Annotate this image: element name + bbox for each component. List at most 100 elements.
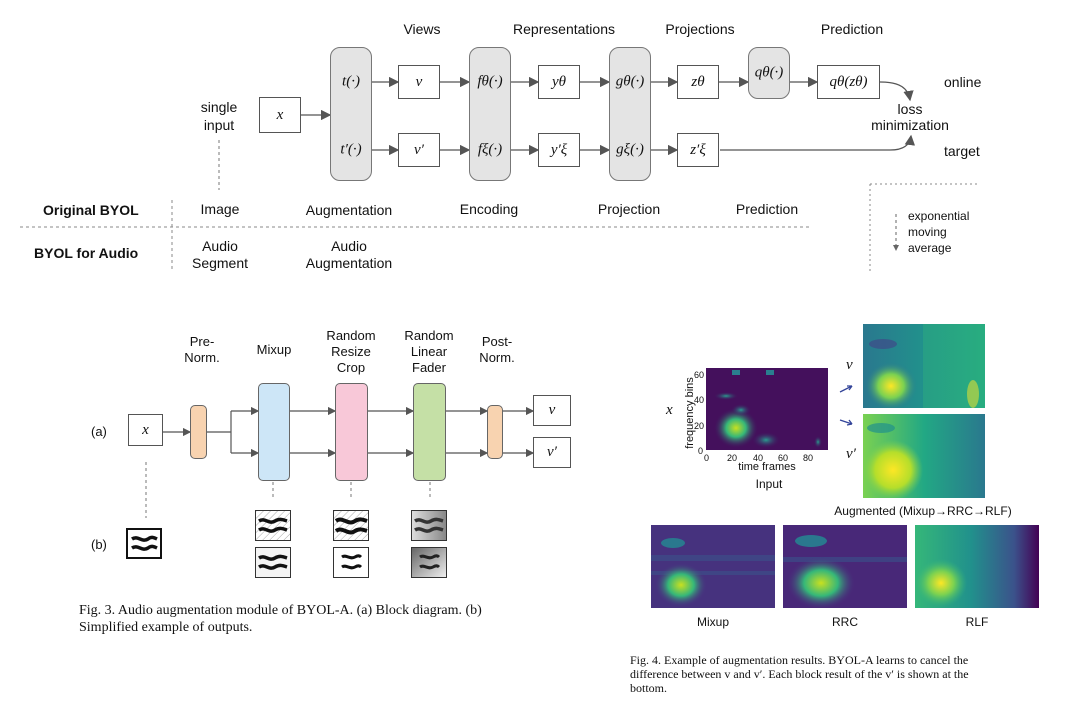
bottom-label-rrc: RRC — [832, 615, 858, 629]
rlf-label-1: Random — [404, 328, 454, 343]
view-v-prime-box: v′ — [398, 133, 440, 167]
loss-label-1: loss — [897, 101, 923, 117]
projector-pill — [609, 47, 651, 181]
mixup-spectrogram-art — [651, 525, 775, 608]
fig3-v-label: v — [548, 402, 556, 418]
b-rrc-thumb-1 — [333, 510, 369, 541]
header-views: Views — [403, 21, 441, 37]
fig3-v-prime-label: v′ — [547, 444, 557, 460]
view-v-box: v — [398, 65, 440, 99]
fig4-caption: Fig. 4. Example of augmentation results.… — [630, 653, 1065, 695]
prediction-box: qθ(zθ) — [817, 65, 880, 99]
fig3-v-prime-box: v′ — [533, 437, 571, 468]
input-x-box: x — [259, 97, 301, 133]
f-online: fθ(·) — [477, 73, 503, 90]
rlf-label-2: Linear — [410, 344, 448, 359]
b-rrc-thumb-2 — [333, 547, 369, 578]
b-input-waves — [131, 535, 158, 551]
predictor-pill — [748, 47, 790, 99]
header-prediction: Prediction — [820, 21, 884, 37]
fig3-x-label: x — [142, 421, 149, 438]
augmented-v-spectrogram — [863, 324, 985, 408]
label-a: (a) — [91, 424, 107, 439]
rrc-spectrogram-art — [783, 525, 907, 608]
rrc-label-2: Resize — [331, 344, 371, 359]
b-rrc-waves-2 — [334, 548, 368, 577]
y-target-label: y′ξ — [550, 141, 568, 158]
xtick-0: 0 — [704, 453, 710, 463]
fig3-caption-line-2: Simplified example of outputs. — [79, 620, 253, 635]
rlf-label-3: Fader — [412, 360, 446, 375]
prediction-label: qθ(zθ) — [829, 73, 868, 90]
ytick-20: 20 — [694, 421, 705, 431]
b-mixup-thumb-2 — [255, 547, 291, 578]
ytick-60: 60 — [694, 370, 705, 380]
augmented-v-prime-spectrogram-art — [863, 414, 985, 498]
row-original-encoding: Encoding — [459, 201, 519, 217]
fig4-xlabel: time frames — [738, 461, 796, 473]
fig3-connectors — [145, 406, 535, 518]
mixup-spectrogram — [651, 525, 775, 608]
y-target-box: y′ξ — [538, 133, 580, 167]
b-mixup-waves-2 — [256, 548, 290, 577]
g-target: gξ(·) — [616, 141, 644, 158]
input-spectrogram — [706, 368, 828, 450]
row-audio-segment-1: Audio — [202, 238, 238, 254]
fig3-x-box: x — [128, 414, 163, 446]
pre-norm-label-2: Norm. — [184, 350, 220, 365]
b-rlf-thumb-2 — [411, 547, 447, 578]
ytick-40: 40 — [694, 395, 705, 405]
row-audio-name: BYOL for Audio — [34, 245, 139, 261]
augmented-v-spectrogram-art — [863, 324, 985, 408]
input-spectrogram-art — [706, 368, 828, 450]
augmentation-pill — [330, 47, 372, 181]
rlf-spectrogram — [915, 525, 1039, 608]
fig4-caption-line-3: bottom. — [630, 681, 668, 695]
b-rlf-thumb-1 — [411, 510, 447, 541]
fig3-caption-line-1: Fig. 3. Audio augmentation module of BYO… — [79, 603, 482, 618]
rrc-block — [335, 383, 368, 481]
fig3-caption: Fig. 3. Audio augmentation module of BYO… — [79, 602, 599, 636]
augmented-v-prime-spectrogram — [863, 414, 985, 498]
row-original-name: Original BYOL — [43, 202, 139, 218]
bottom-label-rlf: RLF — [965, 615, 989, 629]
post-norm-label-1: Post- — [481, 334, 513, 349]
row-original-projection: Projection — [597, 201, 661, 217]
row-audio-augmentation-1: Audio — [331, 238, 367, 254]
rlf-spectrogram-art — [915, 525, 1039, 608]
fig4-caption-line-2: difference between v and v′. Each block … — [630, 667, 969, 681]
fig4-v-label: v — [846, 357, 853, 373]
xtick-20: 20 — [727, 453, 738, 463]
post-norm-block — [487, 405, 503, 459]
row-audio-augmentation-2: Augmentation — [305, 255, 393, 271]
g-online: gθ(·) — [615, 73, 645, 90]
single-input-label-1: single — [200, 99, 238, 115]
online-label: online — [944, 74, 982, 90]
z-online-box: zθ — [677, 65, 719, 99]
z-online-label: zθ — [691, 73, 705, 90]
mixup-block — [258, 383, 290, 481]
q-online: qθ(·) — [754, 64, 784, 81]
ema-label-2: moving — [908, 225, 947, 239]
pre-norm-block — [190, 405, 207, 459]
row-original-image: Image — [200, 201, 240, 217]
row-original-augmentation: Augmentation — [305, 202, 393, 218]
byol-connectors — [20, 76, 980, 272]
ytick-0: 0 — [698, 446, 704, 456]
bottom-label-mixup: Mixup — [696, 615, 730, 629]
encoder-pill — [469, 47, 511, 181]
b-mixup-thumb-1 — [255, 510, 291, 541]
row-original-prediction: Prediction — [735, 201, 799, 217]
xtick-60: 60 — [778, 453, 789, 463]
fig4-v-prime-label: v′ — [846, 446, 856, 462]
b-rlf-waves-1 — [412, 511, 446, 540]
y-online-label: yθ — [551, 73, 567, 90]
fig4-x-label: x — [666, 402, 673, 418]
b-mixup-waves-1 — [256, 511, 290, 540]
mixup-label: Mixup — [256, 342, 292, 357]
view-v-prime-label: v′ — [414, 141, 424, 158]
row-audio-segment-2: Segment — [191, 255, 249, 271]
z-target-label: z′ξ — [690, 141, 706, 158]
rrc-spectrogram — [783, 525, 907, 608]
ema-label-3: average — [908, 241, 952, 255]
